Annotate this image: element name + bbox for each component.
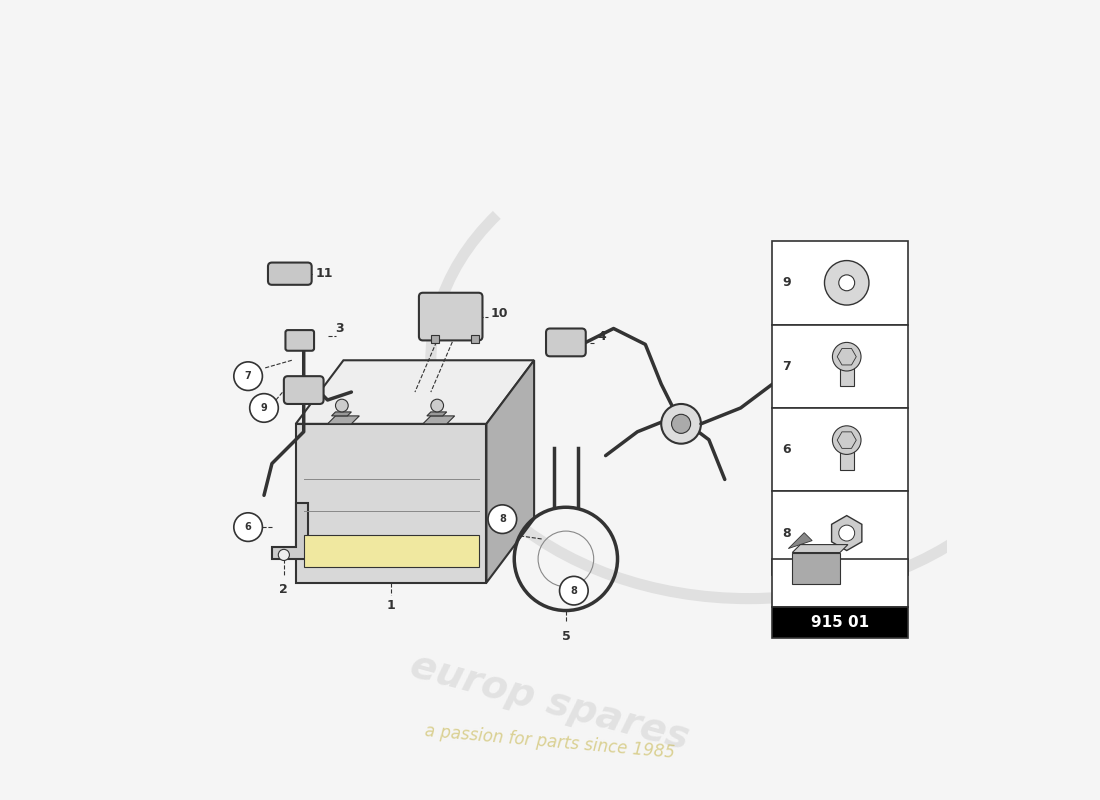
Bar — [772, 241, 908, 325]
Text: 5: 5 — [561, 630, 570, 643]
Text: 10: 10 — [491, 306, 508, 319]
Circle shape — [661, 404, 701, 444]
Text: 7: 7 — [244, 371, 252, 381]
Text: 8: 8 — [782, 526, 791, 539]
FancyBboxPatch shape — [284, 376, 323, 404]
Bar — [772, 559, 908, 606]
Polygon shape — [427, 412, 447, 416]
Circle shape — [278, 550, 289, 561]
Circle shape — [839, 275, 855, 290]
Bar — [839, 362, 854, 386]
Text: 3: 3 — [336, 322, 344, 335]
Bar — [431, 335, 439, 342]
Text: 6: 6 — [244, 522, 252, 532]
Circle shape — [488, 505, 517, 534]
Circle shape — [336, 399, 349, 412]
Polygon shape — [328, 416, 360, 424]
Circle shape — [825, 261, 869, 305]
Text: 6: 6 — [782, 443, 791, 456]
Polygon shape — [792, 545, 848, 553]
Text: a passion for parts since 1985: a passion for parts since 1985 — [425, 722, 675, 762]
Polygon shape — [331, 412, 351, 416]
Bar — [772, 606, 908, 638]
Circle shape — [671, 414, 691, 434]
Text: 1: 1 — [387, 598, 396, 612]
Bar — [839, 446, 854, 470]
Circle shape — [833, 426, 861, 454]
Text: 9: 9 — [782, 276, 791, 290]
Text: 11: 11 — [316, 267, 333, 280]
Text: 4: 4 — [597, 330, 606, 343]
Polygon shape — [296, 424, 486, 582]
Bar — [772, 491, 908, 574]
Circle shape — [234, 362, 263, 390]
Polygon shape — [486, 360, 535, 582]
Text: 9: 9 — [261, 403, 267, 413]
FancyBboxPatch shape — [268, 262, 311, 285]
Circle shape — [839, 525, 855, 541]
Circle shape — [234, 513, 263, 542]
FancyBboxPatch shape — [546, 329, 586, 356]
Polygon shape — [304, 535, 478, 567]
Circle shape — [431, 399, 443, 412]
Polygon shape — [296, 360, 535, 424]
Bar — [772, 325, 908, 408]
Text: europ spares: europ spares — [406, 646, 694, 758]
Circle shape — [250, 394, 278, 422]
Text: 915 01: 915 01 — [811, 615, 869, 630]
FancyBboxPatch shape — [286, 330, 315, 350]
Polygon shape — [789, 533, 812, 549]
Text: 7: 7 — [782, 360, 791, 373]
Bar — [471, 335, 478, 342]
Text: 2: 2 — [279, 582, 288, 596]
Circle shape — [833, 342, 861, 371]
Text: 8: 8 — [571, 586, 578, 596]
Circle shape — [560, 576, 588, 605]
Bar — [772, 408, 908, 491]
Polygon shape — [832, 515, 862, 550]
Text: 8: 8 — [499, 514, 506, 524]
FancyBboxPatch shape — [419, 293, 483, 341]
Polygon shape — [272, 503, 308, 559]
Polygon shape — [792, 553, 840, 584]
Polygon shape — [422, 416, 454, 424]
